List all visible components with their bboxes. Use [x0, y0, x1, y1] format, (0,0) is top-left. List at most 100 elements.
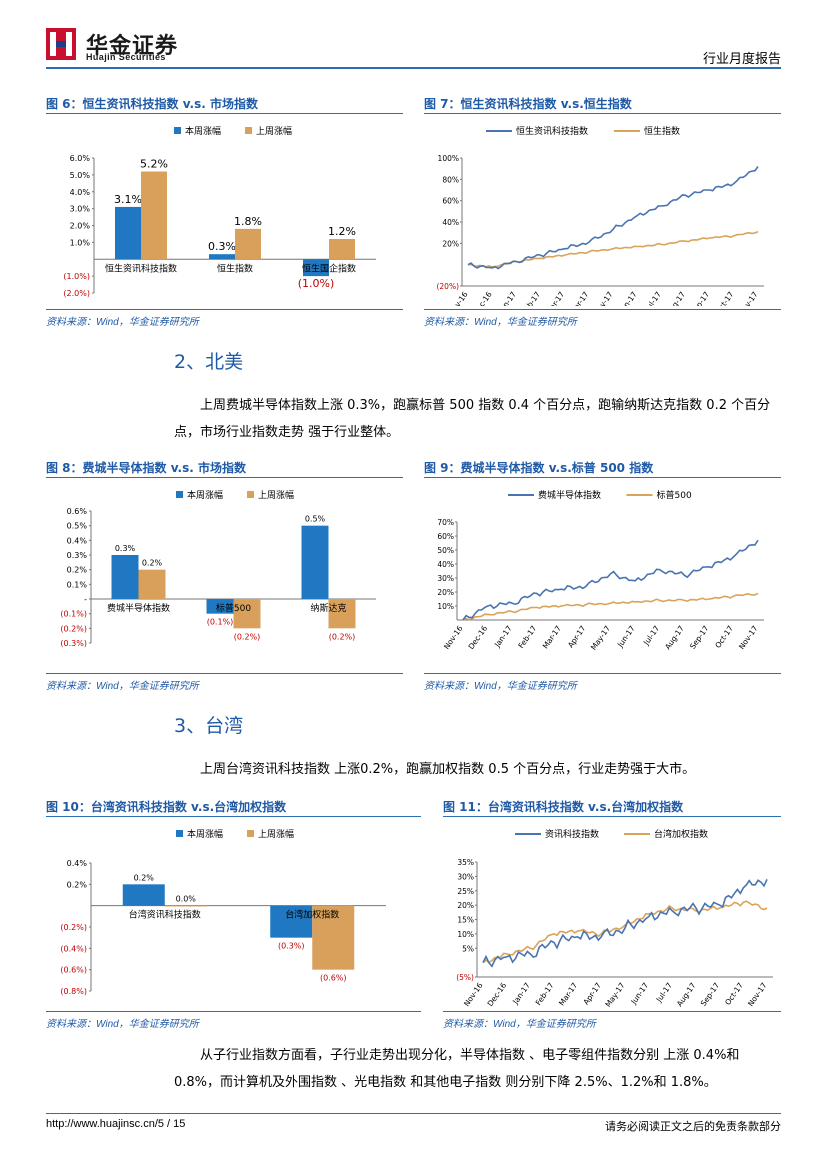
x-tick-label: Aug-17	[664, 290, 687, 306]
x-tick-label: Jul-17	[643, 290, 663, 306]
y-tick-label: 5%	[462, 944, 474, 953]
x-tick-label: Jan-17	[510, 981, 532, 1007]
legend-swatch	[176, 491, 183, 498]
y-tick-label: (0.3%)	[60, 639, 87, 648]
x-tick-label: May-17	[603, 981, 626, 1009]
bar	[206, 599, 234, 614]
figure-rule	[424, 673, 781, 674]
x-tick-label: Jul-17	[641, 624, 661, 648]
y-tick-label: 0.2%	[67, 566, 88, 575]
y-tick-label: 0.5%	[67, 522, 88, 531]
y-tick-label: 70%	[437, 518, 454, 527]
legend-swatch	[247, 830, 254, 837]
logo-text-cn: 华金证券	[86, 34, 179, 59]
figure-9-chart: 费城半导体指数 标普500 70% 60% 50% 40% 30% 20% 10% Nov-16 D…	[437, 489, 764, 652]
legend-label: 上周涨幅	[256, 125, 292, 137]
data-label: 0.3%	[208, 240, 236, 253]
y-tick-label: 40%	[442, 218, 459, 227]
series-line	[462, 539, 759, 621]
y-tick-label: 3.0%	[70, 205, 91, 214]
bar	[138, 569, 166, 599]
x-category-label: 费城半导体指数	[107, 602, 170, 614]
bar	[141, 171, 167, 260]
x-tick-label: Jan-17	[492, 624, 514, 650]
x-tick-label: Nov-16	[462, 981, 485, 1008]
figure-rule	[46, 816, 421, 817]
x-tick-label: Sep-17	[688, 624, 711, 651]
x-category-label: 恒生国企指数	[302, 262, 356, 274]
figure-rule	[46, 1011, 421, 1012]
y-tick-label: (1.0%)	[63, 272, 90, 281]
bar	[235, 228, 261, 260]
figure-8-title: 图 8：费城半导体指数 v.s. 市场指数	[46, 461, 246, 475]
x-tick-label: Jan-17	[496, 290, 518, 306]
legend-label: 费城半导体指数	[538, 489, 601, 501]
y-tick-label: 6.0%	[70, 154, 91, 163]
bar	[303, 259, 329, 277]
bar	[329, 239, 355, 260]
y-tick-label: 30%	[437, 574, 454, 583]
y-tick-label: 0.1%	[67, 580, 88, 589]
x-tick-label: Dec-16	[486, 981, 509, 1008]
y-tick-label: 0.4%	[67, 536, 88, 545]
x-tick-label: Jul-17	[654, 981, 674, 1005]
legend-label: 标普500	[657, 489, 692, 501]
y-tick-label: 35%	[457, 858, 474, 867]
y-tick-label: 2.0%	[70, 222, 91, 231]
y-tick-label: 0.2%	[67, 880, 88, 889]
figure-rule	[443, 816, 781, 817]
y-tick-label: (5%)	[456, 973, 474, 982]
y-tick-label: 0.6%	[67, 507, 88, 516]
x-tick-label: Oct-17	[714, 290, 736, 306]
series-line	[482, 900, 768, 964]
section-paragraph: 上周台湾资讯科技指数 上涨0.2%，跑赢加权指数 0.5 个百分点，行业走势强于…	[200, 762, 696, 777]
figure-11-title: 图 11：台湾资讯科技指数 v.s.台湾加权指数	[443, 800, 684, 814]
figure-rule	[46, 309, 403, 310]
x-category-label: 标普500	[216, 602, 251, 614]
data-label: (0.2%)	[329, 632, 356, 641]
section-paragraph: 上周费城半导体指数上涨 0.3%，跑赢标普 500 指数 0.4 个百分点，跑输…	[174, 398, 771, 440]
x-tick-label: Jun-17	[617, 290, 639, 306]
footer-url[interactable]: http://www.huajinsc.cn/5 / 15	[46, 1118, 186, 1130]
x-tick-label: Jun-17	[615, 624, 637, 650]
series-line	[467, 166, 759, 270]
x-tick-label: Feb-17	[520, 290, 542, 306]
data-label: 0.2%	[142, 559, 163, 568]
data-label: 1.8%	[234, 215, 262, 228]
data-label: (0.1%)	[207, 618, 234, 627]
y-tick-label: 100%	[438, 154, 459, 163]
y-tick-label: 80%	[442, 175, 459, 184]
y-tick-label: (2.0%)	[63, 289, 90, 298]
logo-text-en: Huajin Securities	[86, 52, 166, 62]
x-tick-label: Oct-17	[713, 624, 735, 650]
footer-rule	[46, 1113, 781, 1114]
data-label: (0.3%)	[278, 942, 305, 951]
y-tick-label: 20%	[437, 588, 454, 597]
figure-10-source: 资料来源：Wind，华金证券研究所	[46, 1019, 199, 1030]
x-tick-label: Mar-17	[557, 981, 579, 1008]
x-tick-label: Sep-17	[689, 290, 712, 306]
x-category-label: 台湾资讯科技指数	[129, 909, 201, 921]
x-tick-label: Apr-17	[566, 624, 588, 650]
figure-rule	[424, 477, 781, 478]
bar	[209, 254, 235, 260]
legend-label: 恒生指数	[644, 125, 680, 137]
x-tick-label: Apr-17	[581, 981, 603, 1007]
x-tick-label: Aug-17	[663, 624, 686, 651]
bar	[328, 599, 356, 629]
data-label: 3.1%	[114, 193, 142, 206]
data-label: (0.6%)	[320, 974, 347, 983]
bar	[312, 905, 355, 970]
y-tick-label: 30%	[457, 872, 474, 881]
x-tick-label: Sep-17	[699, 981, 722, 1008]
figure-10-title: 图 10：台湾资讯科技指数 v.s.台湾加权指数	[46, 800, 287, 814]
y-tick-label: 0.3%	[67, 551, 88, 560]
data-label: 0.0%	[176, 895, 197, 904]
x-category-label: 台湾加权指数	[285, 909, 339, 921]
data-label: (0.2%)	[234, 632, 261, 641]
data-label: (1.0%)	[298, 277, 335, 290]
figure-8-chart: 本周涨幅 上周涨幅0.6%0.5%0.4%0.3%0.2%0.1%-(0.1%)(…	[60, 489, 376, 648]
figure-6-source: 资料来源：Wind，华金证券研究所	[46, 317, 199, 328]
x-tick-label: Nov-17	[737, 624, 760, 651]
figure-rule	[443, 1011, 781, 1012]
